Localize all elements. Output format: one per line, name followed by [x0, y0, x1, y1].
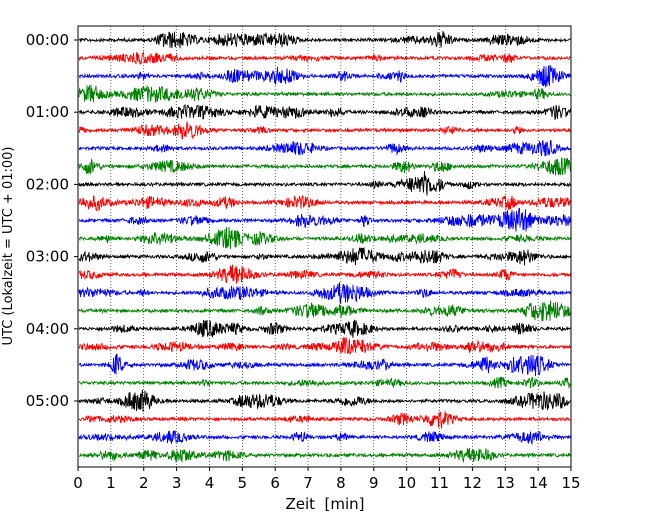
- trace-0500: [78, 389, 571, 412]
- x-tick-label: 7: [303, 474, 313, 492]
- x-tick-label: 3: [172, 474, 182, 492]
- trace-0145: [78, 157, 571, 176]
- trace-0430: [78, 353, 571, 377]
- x-tick-label: 4: [205, 474, 215, 492]
- x-axis-ticks: 0 1 2 3 4 5 6 7 8 9 10 11 12 13 14 15: [73, 467, 581, 492]
- trace-0200: [78, 171, 571, 196]
- x-tick-label: 5: [238, 474, 248, 492]
- y-tick-label: 01:00: [26, 103, 69, 121]
- x-tick-label: 0: [73, 474, 83, 492]
- x-tick-label: 10: [397, 474, 416, 492]
- x-tick-label: 15: [561, 474, 580, 492]
- x-tick-label: 6: [270, 474, 280, 492]
- y-tick-label: 00:00: [26, 31, 69, 49]
- trace-0100: [78, 103, 571, 120]
- y-tick-label: 05:00: [26, 392, 69, 410]
- trace-0545: [78, 447, 571, 464]
- trace-0030: [78, 64, 571, 88]
- trace-0245: [78, 226, 571, 250]
- trace-0515: [78, 411, 571, 429]
- trace-0345: [78, 300, 571, 322]
- x-tick-label: 11: [430, 474, 449, 492]
- y-tick-label: 04:00: [26, 320, 69, 338]
- trace-0315: [78, 264, 571, 284]
- trace-0000: [78, 30, 571, 49]
- trace-0415: [78, 337, 571, 355]
- x-tick-label: 12: [463, 474, 482, 492]
- trace-0300: [78, 247, 571, 266]
- plot-frame: [77, 25, 572, 468]
- trace-0445: [78, 376, 571, 389]
- y-axis-ticks: 00:00 01:00 02:00 03:00 04:00 05:00: [26, 31, 78, 410]
- y-tick-label: 03:00: [26, 248, 69, 266]
- trace-0330: [78, 282, 571, 304]
- x-tick-label: 2: [139, 474, 149, 492]
- trace-0015: [78, 51, 571, 65]
- y-axis-label: UTC (Lokalzeit = UTC + 01:00): [1, 147, 16, 346]
- trace-0130: [78, 140, 571, 157]
- y-tick-label: 02:00: [26, 175, 69, 193]
- trace-0045: [78, 84, 571, 103]
- trace-0215: [78, 195, 571, 212]
- x-tick-label: 1: [106, 474, 116, 492]
- x-tick-label: 8: [336, 474, 346, 492]
- x-tick-label: 13: [496, 474, 515, 492]
- x-tick-label: 14: [529, 474, 548, 492]
- x-tick-label: 9: [369, 474, 379, 492]
- trace-0400: [78, 319, 571, 338]
- seismic-traces: [78, 30, 571, 464]
- trace-0530: [78, 430, 571, 445]
- x-axis-label: Zeit [min]: [285, 495, 364, 513]
- trace-0115: [78, 121, 571, 140]
- trace-0230: [78, 207, 571, 232]
